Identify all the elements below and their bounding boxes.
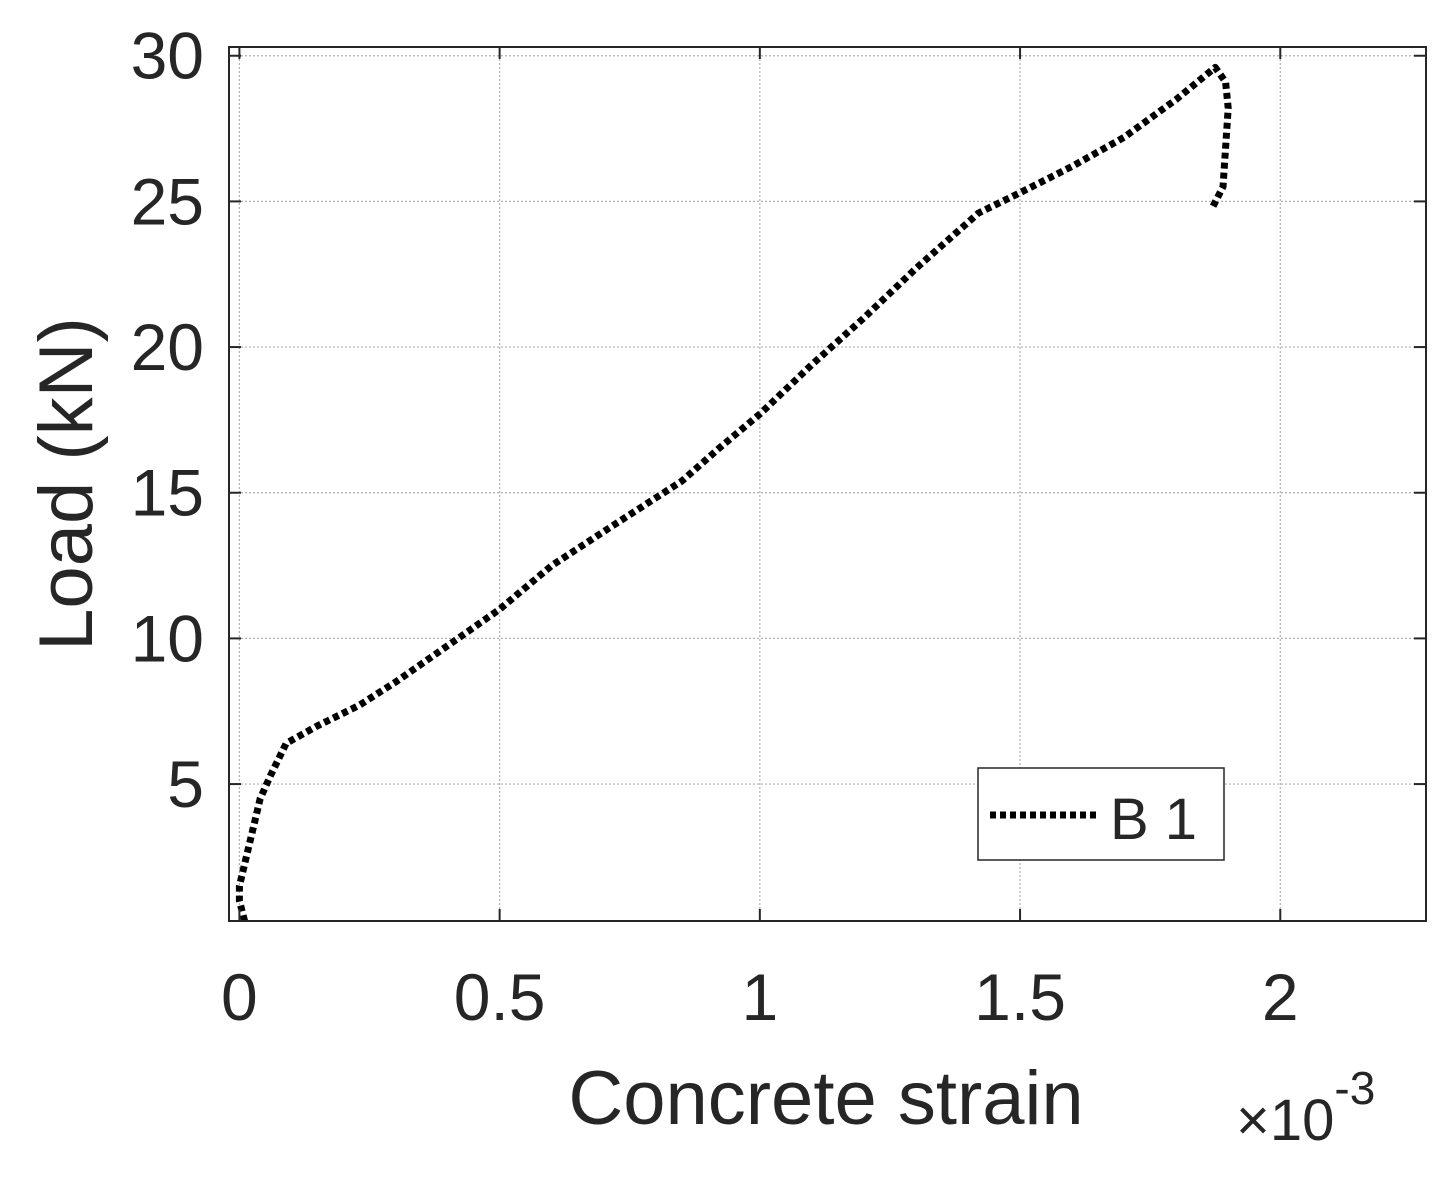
x-tick-label: 0.5 [454, 960, 546, 1034]
x-tick-label-layer: 0 0.5 1 1.5 2 [221, 960, 1299, 1034]
y-tick-label-layer: 5 10 15 20 25 30 [131, 19, 204, 821]
x-axis-exponent-power: -3 [1334, 1062, 1375, 1114]
x-axis-exponent-base: ×10 [1236, 1088, 1334, 1153]
x-tick-label: 2 [1262, 960, 1299, 1034]
legend-box [977, 767, 1225, 861]
grid-layer [229, 47, 1426, 921]
y-tick-label: 5 [167, 747, 204, 821]
legend-label-b1: B 1 [1110, 787, 1197, 852]
legend: B 1 [977, 767, 1225, 861]
x-tick-label: 1 [741, 960, 778, 1034]
x-tick-label: 1.5 [974, 960, 1066, 1034]
y-axis-title: Load (kN) [24, 317, 109, 651]
y-tick-label: 20 [131, 310, 204, 384]
x-axis-title: Concrete strain [568, 1056, 1083, 1141]
tick-mark-layer [229, 47, 1426, 921]
plot-area-background [229, 47, 1426, 921]
y-tick-label: 15 [131, 456, 204, 530]
y-tick-label: 30 [131, 19, 204, 93]
plot-frame [228, 46, 1427, 922]
y-tick-label: 25 [131, 164, 204, 238]
x-axis-exponent-label: ×10-3 [1236, 1062, 1375, 1153]
x-tick-label: 0 [221, 960, 258, 1034]
y-tick-label: 10 [131, 601, 204, 675]
